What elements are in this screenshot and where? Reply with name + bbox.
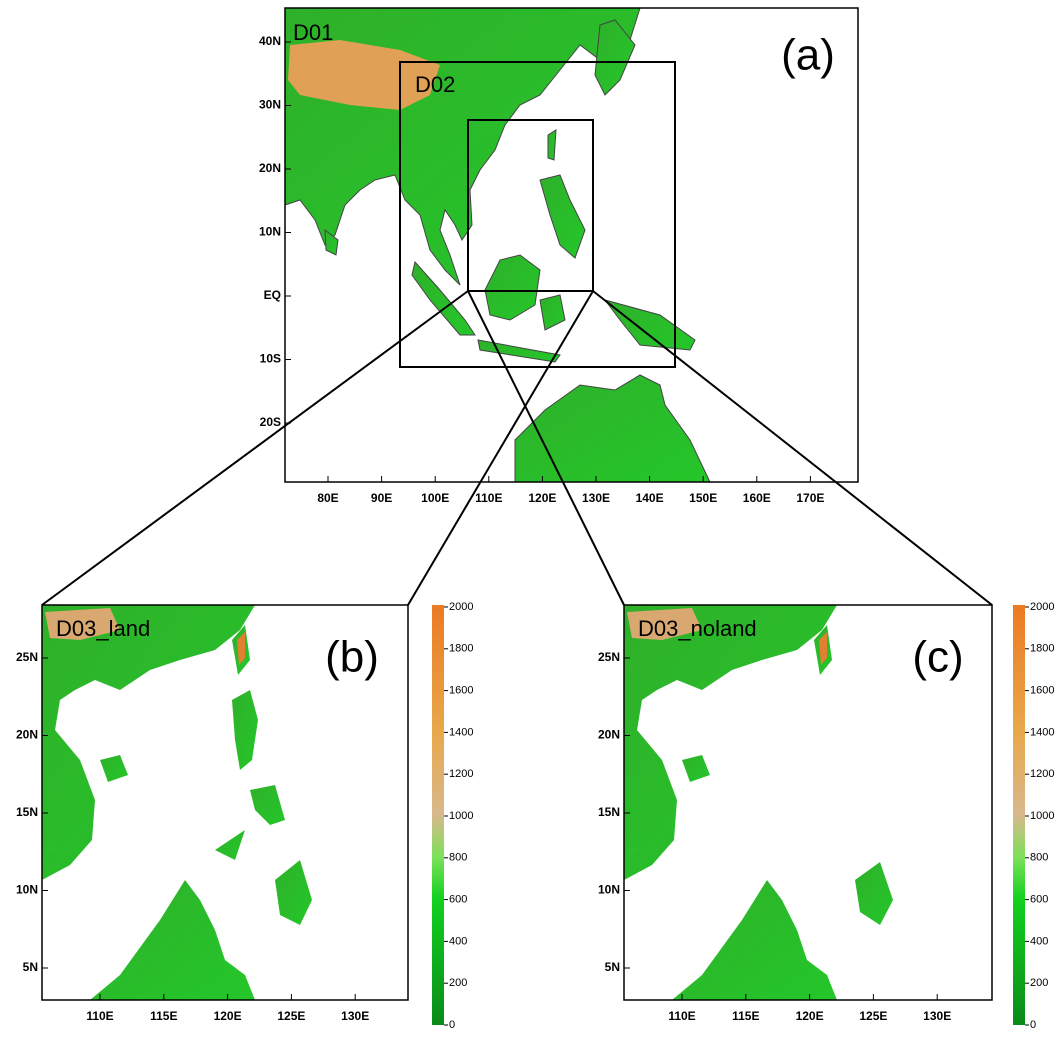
y-tick-label: 20S xyxy=(260,415,281,429)
x-tick-label: 90E xyxy=(371,491,392,505)
domain-label: D01 xyxy=(293,20,333,45)
panel-label: (c) xyxy=(912,633,963,682)
y-tick-label: 5N xyxy=(23,960,38,974)
y-tick-label: 15N xyxy=(598,805,620,819)
x-tick-label: 100E xyxy=(421,491,449,505)
map-a xyxy=(285,8,710,482)
colorbar-tick-label: 0 xyxy=(1030,1019,1036,1031)
y-tick-label: 40N xyxy=(259,34,281,48)
y-tick-label: 10N xyxy=(16,883,38,897)
x-tick-label: 130E xyxy=(341,1009,369,1023)
x-tick-label: 160E xyxy=(743,491,771,505)
colorbar-tick-label: 2000 xyxy=(1030,601,1054,613)
x-tick-label: 110E xyxy=(668,1009,695,1023)
y-tick-label: 10N xyxy=(598,883,620,897)
panel-label: (a) xyxy=(781,31,835,80)
y-tick-label: 10S xyxy=(260,352,281,366)
colorbar-tick-label: 2000 xyxy=(449,601,473,613)
colorbar-tick-label: 1200 xyxy=(449,768,473,780)
x-tick-label: 115E xyxy=(732,1009,759,1023)
figure: D01 D02 (a) D03_land (b) D03_noland (c) … xyxy=(0,0,1062,1048)
x-tick-label: 115E xyxy=(150,1009,177,1023)
panel-label: (b) xyxy=(325,633,379,682)
x-tick-label: 130E xyxy=(582,491,610,505)
colorbar-tick-label: 1000 xyxy=(1030,810,1054,822)
x-tick-label: 110E xyxy=(86,1009,113,1023)
colorbar-tick-label: 600 xyxy=(449,894,467,906)
x-tick-label: 125E xyxy=(859,1009,887,1023)
map-b xyxy=(42,605,255,1000)
y-tick-label: 20N xyxy=(16,728,38,742)
colorbar-tick-label: 800 xyxy=(449,852,467,864)
philippines xyxy=(215,690,312,925)
colorbar-tick-label: 400 xyxy=(1030,935,1048,947)
x-tick-label: 120E xyxy=(214,1009,242,1023)
y-tick-label: EQ xyxy=(264,288,281,302)
y-tick-label: 10N xyxy=(259,225,281,239)
domain-label: D03_noland xyxy=(638,616,757,641)
colorbar-tick-label: 200 xyxy=(1030,977,1048,989)
x-tick-label: 130E xyxy=(923,1009,951,1023)
x-tick-label: 110E xyxy=(475,491,502,505)
x-tick-label: 80E xyxy=(317,491,338,505)
colorbar-tick-label: 1800 xyxy=(449,643,473,655)
y-tick-label: 25N xyxy=(16,650,38,664)
y-tick-label: 25N xyxy=(598,650,620,664)
x-tick-label: 140E xyxy=(636,491,664,505)
x-tick-label: 125E xyxy=(277,1009,305,1023)
y-tick-label: 15N xyxy=(16,805,38,819)
domain-label: D02 xyxy=(415,72,455,97)
colorbar-tick-label: 1600 xyxy=(1030,685,1054,697)
x-tick-label: 120E xyxy=(528,491,556,505)
colorbar-tick-label: 400 xyxy=(449,935,467,947)
y-tick-label: 5N xyxy=(605,960,620,974)
domain-label: D03_land xyxy=(56,616,150,641)
colorbar-tick-label: 600 xyxy=(1030,894,1048,906)
x-tick-label: 170E xyxy=(796,491,824,505)
y-tick-label: 20N xyxy=(259,161,281,175)
colorbar-tick-label: 1800 xyxy=(1030,643,1054,655)
y-tick-label: 30N xyxy=(259,98,281,112)
colorbar-tick-label: 200 xyxy=(449,977,467,989)
mindanao xyxy=(855,862,893,925)
colorbar-tick-label: 1200 xyxy=(1030,768,1054,780)
colorbar-tick-label: 800 xyxy=(1030,852,1048,864)
colorbar xyxy=(1013,605,1025,1025)
colorbar-tick-label: 1400 xyxy=(1030,726,1054,738)
colorbar-tick-label: 1000 xyxy=(449,810,473,822)
colorbar xyxy=(432,605,444,1025)
x-tick-label: 120E xyxy=(796,1009,824,1023)
colorbar-tick-label: 1600 xyxy=(449,685,473,697)
x-tick-label: 150E xyxy=(689,491,717,505)
colorbar-tick-label: 0 xyxy=(449,1019,455,1031)
y-tick-label: 20N xyxy=(598,728,620,742)
colorbar-tick-label: 1400 xyxy=(449,726,473,738)
